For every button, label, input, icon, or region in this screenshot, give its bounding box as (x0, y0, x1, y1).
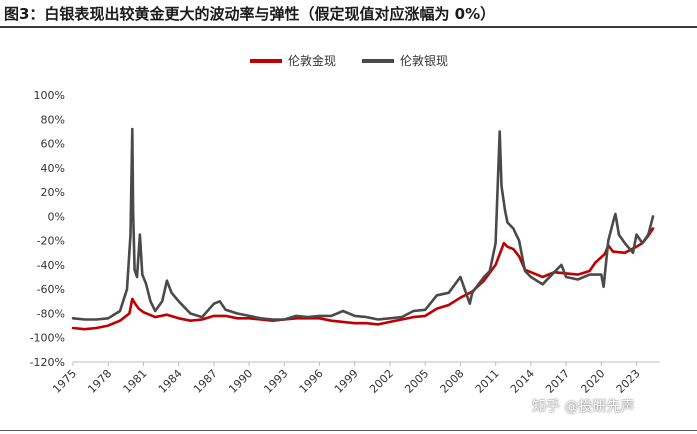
y-tick-label: 100% (34, 89, 65, 102)
legend-item-gold: 伦敦金现 (250, 52, 336, 69)
x-tick-label: 2011 (473, 367, 502, 396)
y-tick-label: 40% (41, 162, 65, 175)
y-axis: 100% 80% 60% 40% 20% 0% -20% -40% -60% -80% -100% -… (30, 89, 65, 369)
x-tick-label: 2014 (508, 367, 537, 396)
y-tick-label: 0% (48, 210, 65, 223)
y-tick-label: 20% (41, 186, 65, 199)
watermark: 知乎 @投研先声 (532, 399, 635, 415)
y-tick-label: -40% (37, 259, 65, 272)
legend-swatch-gold (250, 58, 282, 63)
series-layer (71, 127, 655, 331)
x-tick-label: 1984 (156, 367, 185, 396)
x-tick-label: 2002 (367, 367, 396, 396)
x-tick-label: 2017 (543, 367, 572, 396)
legend-label-gold: 伦敦金现 (288, 54, 337, 68)
y-tick-label: 60% (41, 138, 65, 151)
x-tick-label: 1993 (261, 367, 290, 396)
legend-item-silver: 伦敦银现 (362, 52, 448, 69)
x-tick-label: 1990 (226, 367, 255, 396)
silver-series-line (71, 127, 655, 321)
x-tick-label: 1999 (332, 367, 361, 396)
x-tick-label: 1996 (297, 367, 326, 396)
x-tick-label: 1987 (191, 367, 220, 396)
x-tick-label: 2005 (402, 367, 431, 396)
y-tick-label: -20% (37, 235, 65, 248)
x-tick-label: 1981 (121, 367, 150, 396)
chart-legend: 伦敦金现 伦敦银现 (250, 52, 474, 69)
y-tick-label: -80% (37, 307, 65, 320)
x-tick-label: 2023 (614, 367, 643, 396)
x-tick-label: 1978 (85, 367, 114, 396)
x-tick-label: 1975 (50, 367, 79, 396)
bottom-divider (0, 430, 697, 431)
y-tick-label: -120% (30, 356, 65, 369)
x-axis: 1975 1978 1981 1984 1987 1990 1993 1996 1999 2002… (50, 361, 660, 396)
figure-title: 图3：白银表现出较黄金更大的波动率与弹性（假定现值对应涨幅为 0%） (4, 5, 496, 23)
y-tick-label: 80% (41, 113, 65, 126)
legend-swatch-silver (362, 58, 395, 63)
gold-series-line (71, 227, 655, 331)
legend-label-silver: 伦敦银现 (400, 54, 449, 68)
y-tick-label: -60% (37, 283, 65, 296)
x-tick-label: 2020 (578, 367, 607, 396)
x-tick-label: 2008 (438, 367, 467, 396)
title-divider (0, 26, 697, 28)
y-tick-label: -100% (30, 332, 65, 345)
